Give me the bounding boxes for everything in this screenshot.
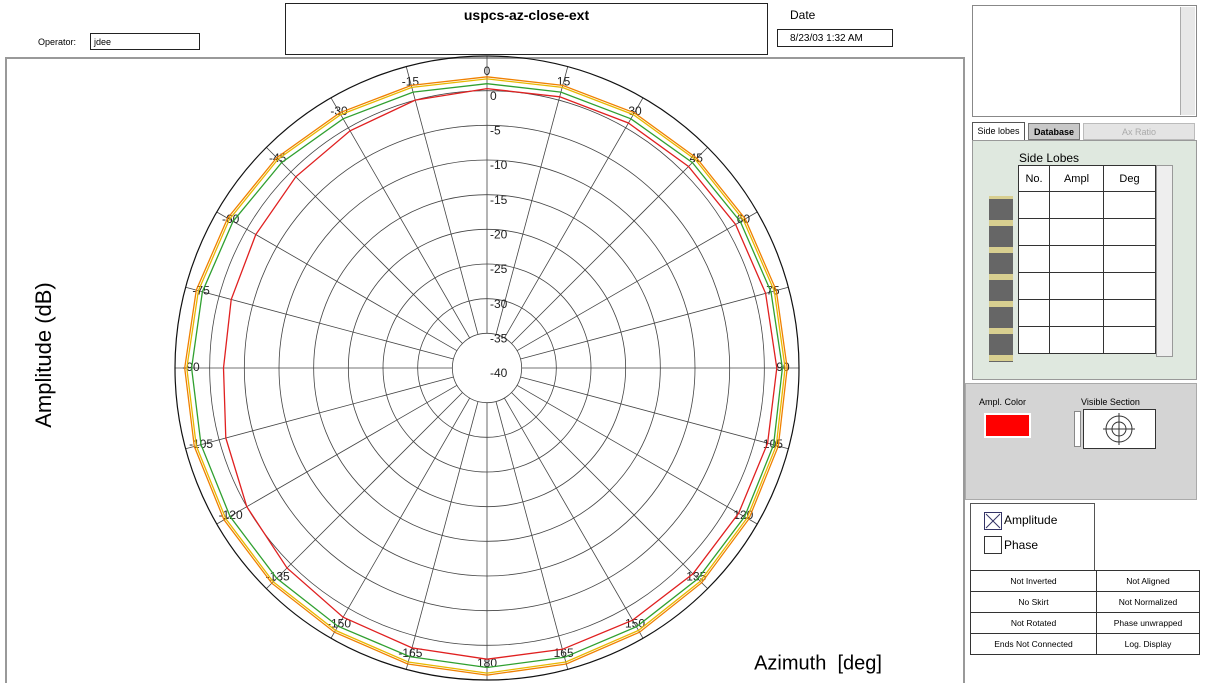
- angle-tick-label: -75: [192, 284, 210, 298]
- radial-tick-label: -35: [490, 332, 508, 346]
- grid-spoke: [495, 401, 569, 670]
- checkbox-group: Amplitude Phase: [970, 503, 1095, 570]
- grid-spoke: [266, 392, 463, 589]
- grid-spoke: [511, 392, 708, 589]
- status: Ends Not Connected: [970, 633, 1097, 655]
- table-scrollbar[interactable]: [1156, 165, 1173, 357]
- radial-tick-label: -10: [490, 158, 508, 172]
- status: Phase unwrapped: [1096, 612, 1200, 634]
- date-input[interactable]: 8/23/03 1:32 AM: [777, 29, 893, 47]
- side-lobes-group: Side Lobes No. Ampl Deg: [972, 140, 1197, 380]
- status: No Skirt: [970, 591, 1097, 613]
- grid-spoke: [503, 397, 644, 639]
- x-axis-label: Azimuth [deg]: [754, 652, 882, 674]
- grid-spoke: [516, 211, 758, 352]
- section-icon[interactable]: [1083, 409, 1156, 449]
- column-header: Deg: [1103, 165, 1156, 192]
- series-line: [184, 76, 788, 676]
- radial-tick-label: -30: [490, 297, 508, 311]
- status-table: Not Inverted Not Aligned No Skirt Not Norm…: [970, 570, 1200, 655]
- scrollbar[interactable]: [1180, 7, 1195, 115]
- checkbox-checked[interactable]: [984, 512, 1002, 530]
- checkbox-label: Phase: [1004, 538, 1039, 552]
- angle-tick-label: -150: [327, 617, 351, 631]
- color-swatch[interactable]: [984, 413, 1031, 438]
- series-line: [222, 87, 778, 660]
- title: uspcs-az-close-ext: [463, 7, 590, 23]
- grid-spoke: [405, 66, 479, 335]
- radial-tick-label: -40: [490, 366, 508, 380]
- angle-tick-label: -30: [330, 104, 348, 118]
- plot-frame-circle: [174, 55, 800, 681]
- grid-spoke: [520, 286, 789, 360]
- side-lobes-title: Side Lobes: [1019, 151, 1080, 165]
- series-line: [186, 78, 786, 674]
- column-header: Ampl: [1049, 165, 1104, 192]
- spinner[interactable]: [1074, 411, 1081, 447]
- operator-label: Operator:: [38, 37, 77, 47]
- grid-spoke: [511, 147, 708, 344]
- status: Not Inverted: [970, 570, 1097, 592]
- series-line: [190, 83, 784, 669]
- grid-spoke: [503, 97, 644, 339]
- angle-tick-label: -165: [398, 646, 422, 660]
- grid-spoke: [266, 147, 463, 344]
- radial-tick-label: 0: [490, 89, 497, 103]
- angle-tick-label: 90: [776, 360, 790, 374]
- row-buttons[interactable]: [989, 196, 1013, 362]
- grid-spoke: [216, 384, 458, 525]
- column-header: No.: [1018, 165, 1050, 192]
- grid-spoke: [185, 286, 454, 360]
- title-box: uspcs-az-close-ext: [285, 3, 768, 55]
- operator-input[interactable]: jdee: [90, 33, 200, 50]
- ampl-color-label: Ampl. Color: [979, 397, 1027, 407]
- tab[interactable]: Database: [1028, 123, 1080, 140]
- visible-section-label: Visible Section: [1081, 397, 1140, 407]
- y-axis-label: Amplitude (dB): [31, 282, 56, 428]
- radial-tick-label: -5: [490, 124, 501, 138]
- date-label: Date: [790, 8, 816, 22]
- radial-tick-label: -25: [490, 262, 508, 276]
- checkbox-label: Amplitude: [1004, 513, 1058, 527]
- side-lobes-table: No. Ampl Deg: [1018, 165, 1156, 354]
- chart: 0153045607590105120135150165180-165-150-…: [31, 55, 882, 681]
- angle-tick-label: 0: [484, 64, 491, 78]
- grid-spoke: [516, 384, 758, 525]
- grid-spoke: [216, 211, 458, 352]
- notes-box[interactable]: [972, 5, 1197, 117]
- status: Not Aligned: [1096, 570, 1200, 592]
- angle-tick-label: 150: [625, 617, 645, 631]
- grid-ring: [451, 332, 523, 404]
- angle-tick-label: -60: [222, 212, 240, 226]
- display-group: Ampl. Color Visible Section: [965, 383, 1197, 500]
- grid-spoke: [405, 401, 479, 670]
- grid-spoke: [330, 397, 471, 639]
- grid-spoke: [495, 66, 569, 335]
- angle-tick-label: -120: [219, 508, 243, 522]
- grid-spoke: [520, 376, 789, 450]
- radial-tick-label: -20: [490, 228, 508, 242]
- tab[interactable]: Ax Ratio: [1083, 123, 1195, 140]
- tab[interactable]: Side lobes: [972, 122, 1025, 140]
- status: Log. Display: [1096, 633, 1200, 655]
- status: Not Normalized: [1096, 591, 1200, 613]
- grid-spoke: [185, 376, 454, 450]
- radial-tick-label: -15: [490, 193, 508, 207]
- status: Not Rotated: [970, 612, 1097, 634]
- plot-frame: [5, 57, 965, 683]
- grid-spoke: [330, 97, 471, 339]
- checkbox[interactable]: [984, 536, 1002, 554]
